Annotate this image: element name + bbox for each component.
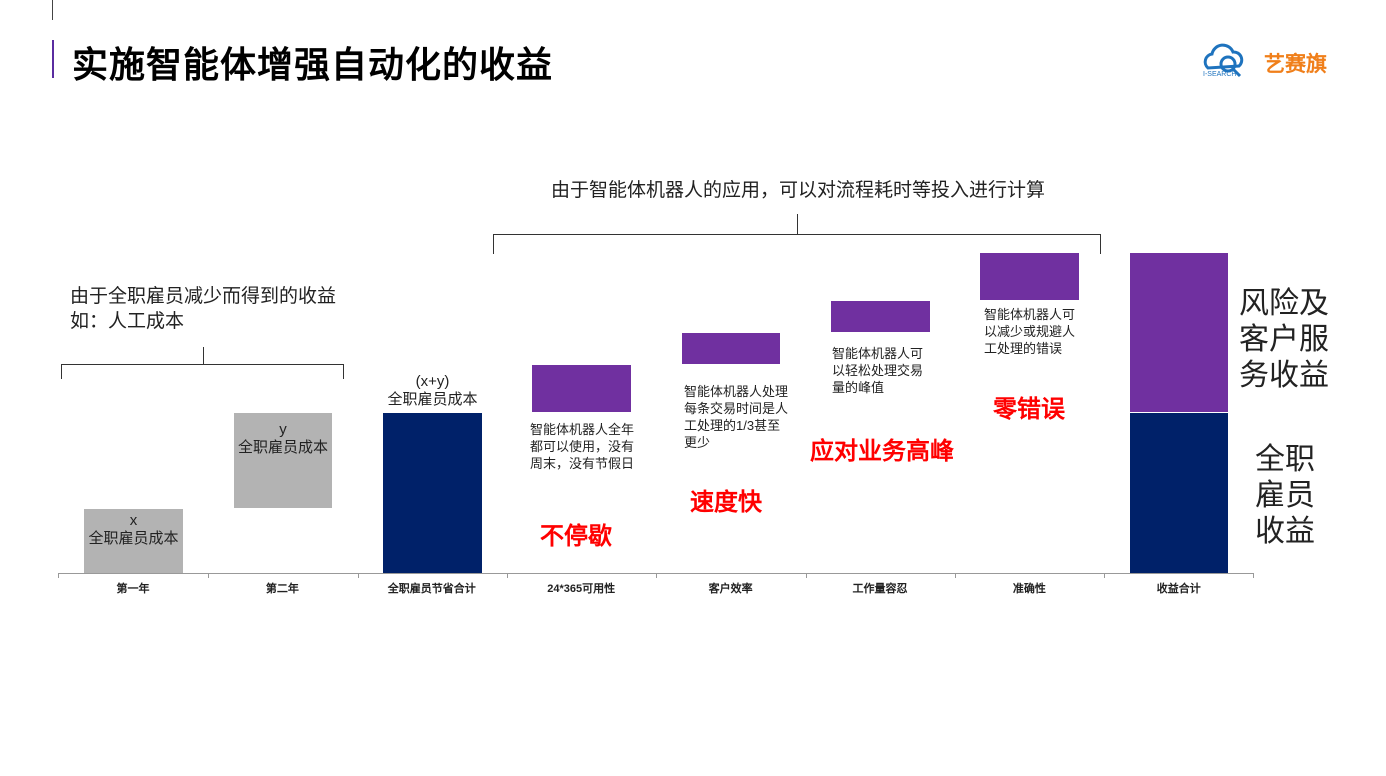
bracket-line [493, 234, 1101, 235]
bar-label: 全职雇员成本 [387, 391, 478, 408]
axis-tick [1253, 573, 1254, 578]
category-label: 工作量容忍 [852, 583, 908, 595]
logo: I-SEARCH 艺赛旗 [1200, 40, 1340, 80]
benefit-tag: 零错误 [993, 396, 1065, 423]
category-label: 收益合计 [1156, 583, 1201, 595]
bracket-end [1100, 234, 1101, 254]
axis-tick [208, 573, 209, 578]
benefit-tag: 速度快 [690, 489, 762, 516]
bar-var: y [279, 421, 287, 438]
bracket-end [493, 234, 494, 254]
page-title: 实施智能体增强自动化的收益 [72, 44, 554, 85]
category-label: 全职雇员节省合计 [387, 583, 476, 595]
bar-sum-label: (x+y) 全职雇员成本 [370, 373, 495, 409]
benefit-desc: 智能体机器人可以轻松处理交易量的峰值 [832, 346, 924, 395]
total-fte-label: 全职雇员收益 [1255, 443, 1315, 548]
bar-year2: y 全职雇员成本 [234, 413, 332, 508]
category-label: 客户效率 [708, 583, 753, 595]
bracket-line [61, 364, 344, 365]
bar-total-risk [1130, 253, 1228, 412]
bar-var: x [129, 512, 138, 529]
bar-label: 全职雇员成本 [88, 530, 179, 547]
category-label: 第二年 [265, 583, 299, 595]
left-label-line: 由于全职雇员减少而得到的收益 [70, 286, 337, 307]
bar-label: 全职雇员成本 [237, 439, 328, 456]
axis-tick [656, 573, 657, 578]
cloud-search-icon [1203, 43, 1244, 78]
benefit-tag: 应对业务高峰 [810, 438, 954, 465]
divider [52, 0, 53, 20]
bar-workload [831, 301, 930, 332]
benefit-desc: 智能体机器人可以减少或规避人工处理的错误 [984, 307, 1076, 356]
bar-accuracy [980, 253, 1079, 300]
bar-fte-sum [383, 413, 482, 573]
top-bracket-label: 由于智能体机器人的应用，可以对流程耗时等投入进行计算 [550, 180, 1045, 201]
axis-tick [358, 573, 359, 578]
axis-tick [58, 573, 59, 578]
category-label: 第一年 [116, 583, 150, 595]
benefit-desc: 智能体机器人全年都可以使用，没有周末，没有节假日 [530, 422, 635, 471]
title-accent [52, 40, 54, 78]
logo-subtext: I-SEARCH [1203, 71, 1237, 78]
bracket-end [61, 364, 62, 379]
bar-var: (x+y) [415, 373, 450, 390]
bracket-tick [797, 214, 798, 234]
benefit-desc: 智能体机器人处理每条交易时间是人工处理的1/3甚至更少 [684, 384, 789, 450]
bar-total-fte [1130, 413, 1228, 573]
bracket-tick [203, 347, 204, 364]
bracket-end [343, 364, 344, 379]
logo-brand: 艺赛旗 [1264, 53, 1327, 76]
axis-tick [1104, 573, 1105, 578]
bar-year1: x 全职雇员成本 [84, 509, 183, 573]
total-risk-label: 风险及客户服务收益 [1239, 287, 1329, 392]
axis-tick [507, 573, 508, 578]
bar-efficiency [682, 333, 780, 364]
benefit-tag: 不停歇 [540, 523, 612, 550]
left-bracket-label: 由于全职雇员减少而得到的收益 如：人工成本 [70, 284, 336, 334]
axis-tick [806, 573, 807, 578]
left-label-line: 如：人工成本 [70, 311, 185, 332]
axis-tick [955, 573, 956, 578]
category-label: 准确性 [1012, 583, 1046, 595]
category-label: 24*365可用性 [547, 583, 616, 595]
bar-availability [532, 365, 631, 412]
